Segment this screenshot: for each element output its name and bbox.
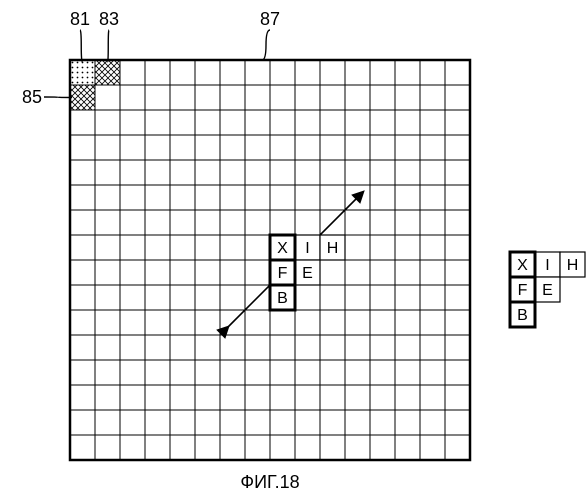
center-letter: H <box>327 240 339 257</box>
leader-81 <box>80 30 83 62</box>
center-letter: F <box>278 265 288 282</box>
center-letter: E <box>302 265 313 282</box>
label-87: 87 <box>260 9 280 29</box>
legend-letter: I <box>545 257 549 274</box>
hatched-cell-cross <box>70 85 95 110</box>
legend-letter: H <box>567 257 579 274</box>
legend-letter: B <box>517 307 528 324</box>
hatched-cell-cross <box>95 60 120 85</box>
figure-canvas: XIHFEBXIHFEB81838587ФИГ.18 <box>0 0 588 500</box>
legend-letter: X <box>517 257 528 274</box>
center-letter: I <box>305 240 309 257</box>
figure-layer: XIHFEBXIHFEB81838587ФИГ.18 <box>22 9 585 492</box>
leader-87 <box>262 30 270 60</box>
center-letter: B <box>277 290 288 307</box>
label-83: 83 <box>99 9 119 29</box>
figure-caption: ФИГ.18 <box>240 472 299 492</box>
leader-85 <box>44 97 72 98</box>
label-85: 85 <box>22 87 42 107</box>
leader-83 <box>108 30 110 62</box>
label-81: 81 <box>70 9 90 29</box>
center-letter: X <box>277 240 288 257</box>
legend-letter: E <box>542 282 553 299</box>
hatched-cell-dotted <box>70 60 95 85</box>
legend-letter: F <box>518 282 528 299</box>
